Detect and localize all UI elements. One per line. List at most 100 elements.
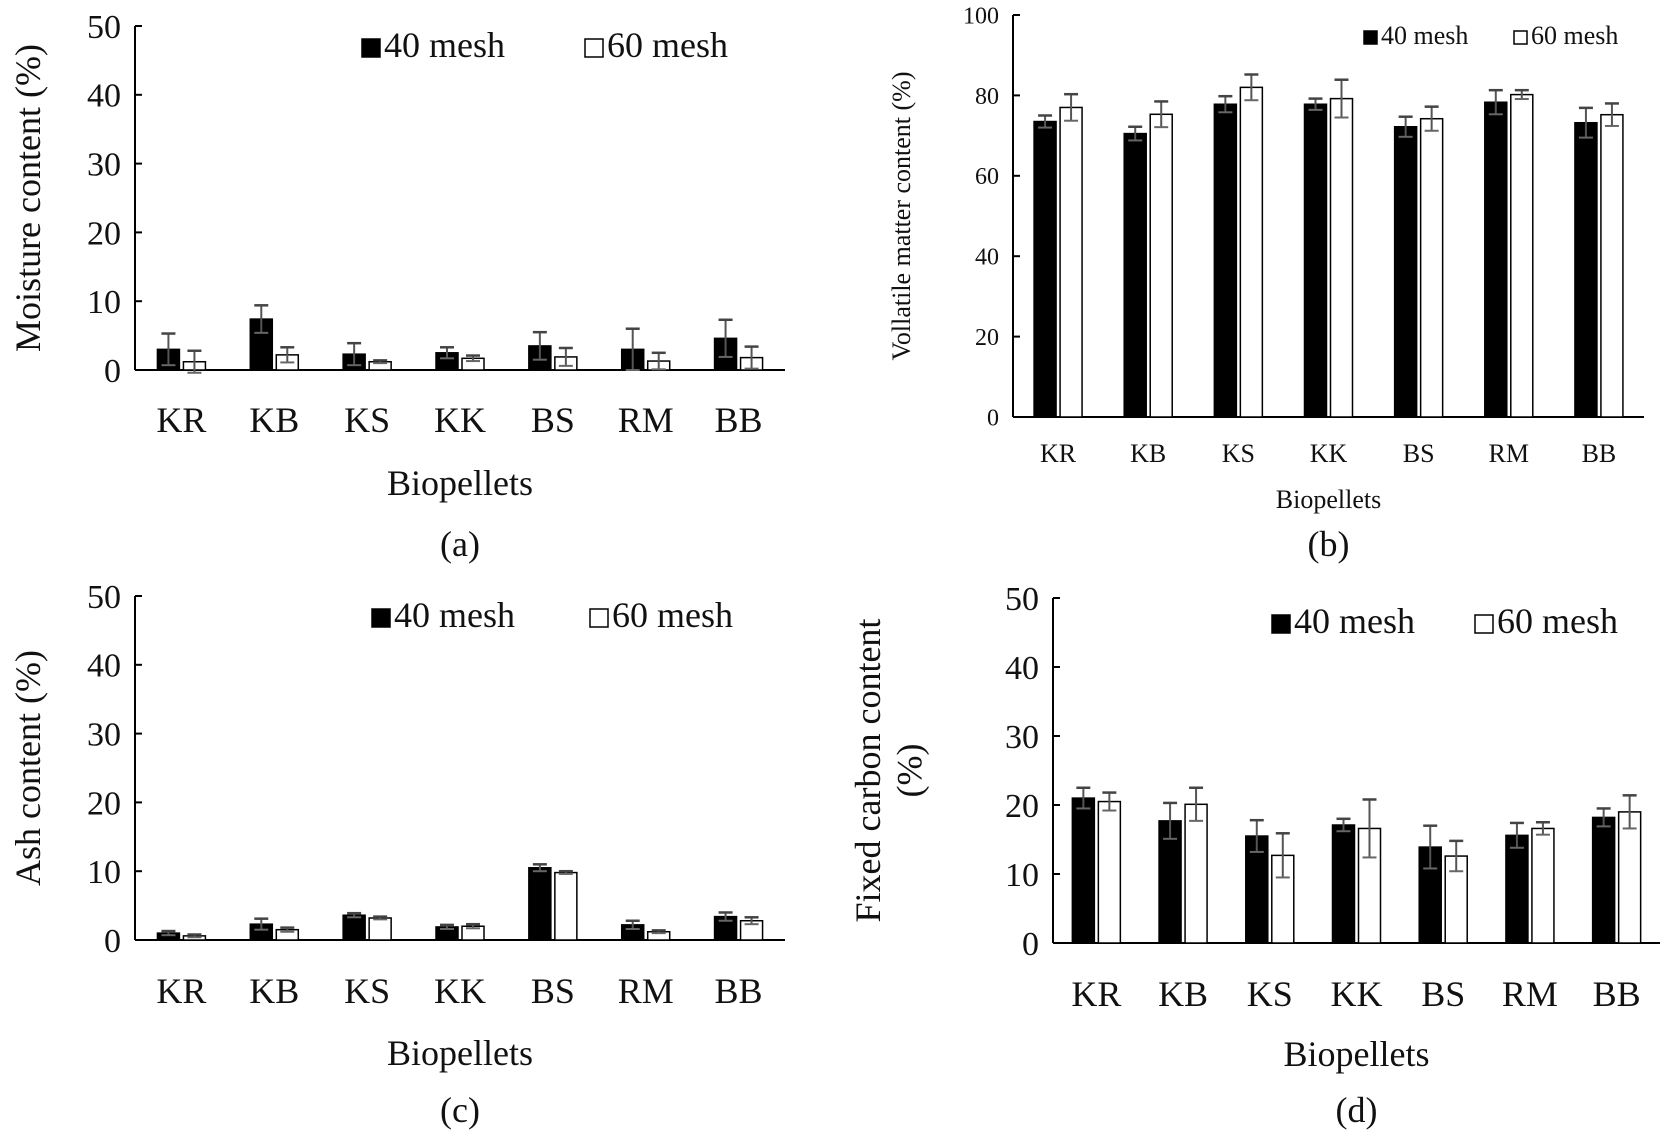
y-tick-label: 40 — [87, 648, 121, 685]
y-tick-label: 50 — [1005, 581, 1039, 618]
y-tick-label: 80 — [975, 84, 999, 110]
x-tick-label: BB — [715, 971, 763, 1011]
panel-label: (a) — [440, 524, 480, 564]
legend-swatch — [1513, 30, 1528, 45]
x-tick-label: KK — [434, 400, 486, 440]
x-tick-label: BB — [715, 400, 763, 440]
x-tick-label: KR — [1071, 974, 1121, 1014]
y-tick-label: 10 — [1005, 857, 1039, 894]
x-tick-label: KK — [434, 971, 486, 1011]
legend-swatch — [584, 38, 604, 58]
y-tick-label: 20 — [87, 785, 121, 822]
x-tick-label: KR — [1040, 439, 1077, 468]
bar-40-mesh-KS — [1213, 103, 1238, 418]
legend-label: 40 mesh — [394, 595, 515, 635]
y-tick-label: 30 — [87, 717, 121, 754]
x-axis-label: Biopellets — [387, 1033, 533, 1073]
x-tick-label: KK — [1331, 974, 1383, 1014]
y-tick-label: 20 — [1005, 788, 1039, 825]
y-tick-label: 10 — [87, 854, 121, 891]
x-tick-label: BS — [1421, 974, 1465, 1014]
x-tick-label: KB — [249, 400, 299, 440]
bar-60-mesh-KS — [1239, 86, 1264, 418]
legend-label: 60 mesh — [1531, 21, 1618, 50]
bar-40-mesh-BS — [528, 867, 552, 941]
bar-40-mesh-RM — [1484, 101, 1508, 418]
bar-40-mesh-BB — [1574, 121, 1598, 418]
x-tick-label: KS — [344, 400, 390, 440]
chart-panel-d: 0 10 20 30 40 50 KR KB KS KK BS RM BB 40 mesh 60 mesh F… — [848, 581, 1660, 1130]
y-tick-label: 50 — [87, 9, 121, 46]
y-tick-label: 0 — [987, 405, 999, 431]
y-tick-label: 20 — [87, 215, 121, 252]
y-tick-label: 0 — [104, 353, 121, 390]
bar-40-mesh-KS — [342, 914, 366, 941]
x-tick-label: BS — [531, 971, 575, 1011]
y-axis-label: Moisture content (%) — [8, 44, 48, 352]
legend-label: 40 mesh — [1381, 21, 1468, 50]
bar-60-mesh-BS — [554, 871, 578, 941]
x-tick-label: KR — [156, 400, 206, 440]
legend-label: 60 mesh — [1497, 601, 1618, 641]
panel-label: (b) — [1308, 524, 1350, 564]
bar-40-mesh-KK — [1331, 824, 1356, 944]
x-tick-label: RM — [1502, 974, 1558, 1014]
x-tick-label: KB — [249, 971, 299, 1011]
y-tick-label: 30 — [87, 147, 121, 184]
bar-40-mesh-RM — [1505, 834, 1529, 944]
panel-label: (c) — [440, 1090, 480, 1130]
legend-label: 60 mesh — [607, 25, 728, 65]
bar-60-mesh-RM — [1531, 827, 1555, 944]
panel-label: (d) — [1336, 1090, 1378, 1130]
bar-60-mesh-KR — [1097, 800, 1122, 944]
bar-60-mesh-KR — [1059, 106, 1083, 418]
chart-panel-a: 0 10 20 30 40 50 KR KB KS KK BS RM BB 40 mesh 60 mesh M… — [8, 9, 785, 564]
x-tick-label: KR — [156, 971, 206, 1011]
legend-swatch — [1271, 614, 1291, 634]
x-tick-label: RM — [618, 971, 674, 1011]
x-tick-label: KS — [1222, 439, 1255, 468]
x-axis-label: Biopellets — [1284, 1034, 1430, 1074]
y-tick-label: 100 — [963, 3, 999, 29]
x-tick-label: KS — [1247, 974, 1293, 1014]
y-tick-label: 50 — [87, 579, 121, 616]
bar-60-mesh-RM — [1510, 93, 1534, 418]
y-axis-label: Fixed carbon content(%) — [848, 619, 929, 923]
bar-60-mesh-KK — [1329, 97, 1354, 418]
x-tick-label: KB — [1130, 439, 1166, 468]
x-tick-label: KK — [1310, 439, 1348, 468]
x-axis-label: Biopellets — [1276, 485, 1381, 514]
y-tick-label: 40 — [1005, 650, 1039, 687]
bar-60-mesh-KS — [368, 917, 392, 941]
chart-panel-b: 0 20 40 60 80 100 KR KB KS KK BS RM BB 40 mesh 60 mesh… — [887, 3, 1644, 564]
x-tick-label: KS — [344, 971, 390, 1011]
legend-label: 40 mesh — [384, 25, 505, 65]
x-tick-label: KB — [1158, 974, 1208, 1014]
legend-swatch — [1474, 614, 1494, 634]
chart-panel-c: 0 10 20 30 40 50 KR KB KS KK BS RM BB 40 mesh 60 mesh A… — [8, 579, 785, 1130]
legend-label: 40 mesh — [1294, 601, 1415, 641]
y-axis-label: Vollatile matter content (%) — [887, 71, 916, 360]
y-tick-label: 10 — [87, 284, 121, 321]
y-tick-label: 40 — [87, 78, 121, 115]
bar-40-mesh-KR — [1033, 120, 1057, 418]
legend-swatch — [1363, 30, 1378, 45]
legend-swatch — [371, 608, 391, 628]
x-tick-label: BB — [1582, 439, 1617, 468]
y-tick-label: 20 — [975, 325, 999, 351]
bar-40-mesh-KR — [1071, 797, 1096, 944]
x-tick-label: RM — [618, 400, 674, 440]
bar-60-mesh-KB — [1149, 113, 1173, 418]
x-tick-label: RM — [1489, 439, 1529, 468]
bar-40-mesh-KK — [1303, 103, 1328, 418]
y-tick-label: 40 — [975, 245, 999, 271]
y-tick-label: 30 — [1005, 719, 1039, 756]
legend-swatch — [589, 608, 609, 628]
bar-40-mesh-BS — [1393, 126, 1418, 418]
bar-60-mesh-BB — [1617, 811, 1642, 944]
y-axis-label: Ash content (%) — [8, 650, 48, 886]
x-tick-label: BB — [1593, 974, 1641, 1014]
y-tick-label: 60 — [975, 164, 999, 190]
y-tick-label: 0 — [1022, 926, 1039, 963]
